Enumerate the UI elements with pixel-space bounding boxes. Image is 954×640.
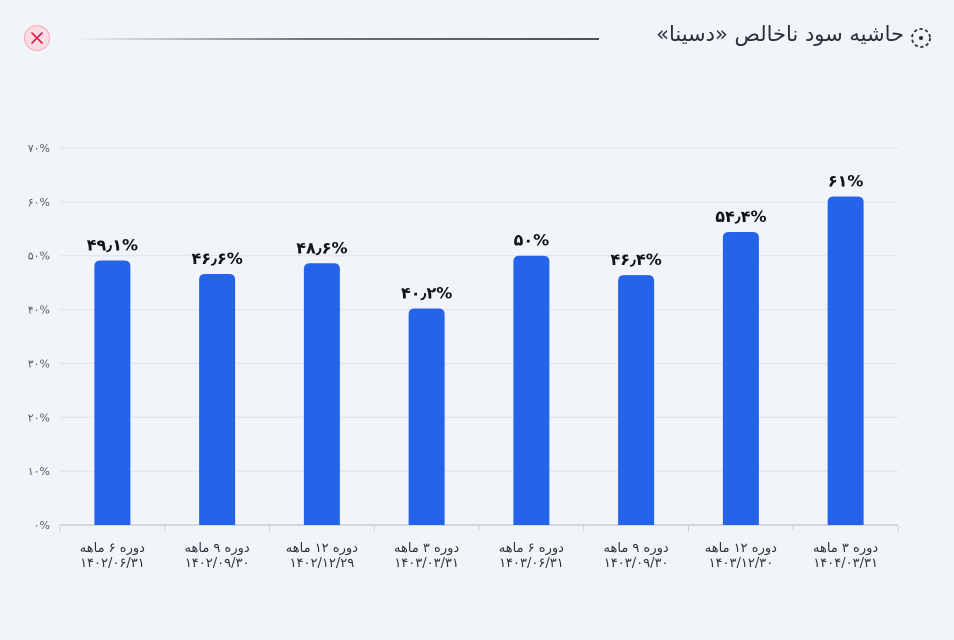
chart-title: حاشیه سود ناخالص «دسینا» bbox=[656, 22, 904, 46]
x-tick-label-date: ۱۴۰۳/۰۹/۳۰ bbox=[604, 556, 669, 571]
bar bbox=[513, 255, 550, 525]
x-tick-label-date: ۱۴۰۳/۱۲/۳۰ bbox=[709, 556, 774, 571]
x-tick-label-period: دوره ۹ ماهه bbox=[604, 541, 669, 556]
bar bbox=[722, 232, 759, 525]
data-label: ۴۶٫۴% bbox=[610, 250, 661, 269]
x-tick-label-date: ۱۴۰۲/۰۹/۳۰ bbox=[185, 556, 250, 571]
x-tick-label-date: ۱۴۰۲/۰۶/۳۱ bbox=[80, 556, 145, 571]
y-tick-label: ۷۰% bbox=[28, 142, 50, 155]
x-tick-label-date: ۱۴۰۲/۱۲/۲۹ bbox=[290, 556, 355, 571]
x-tick-label-date: ۱۴۰۴/۰۳/۳۱ bbox=[813, 556, 878, 571]
data-label: ۶۱% bbox=[828, 171, 864, 190]
data-label: ۵۴٫۴% bbox=[715, 207, 766, 226]
y-tick-label: ۶۰% bbox=[28, 196, 50, 209]
x-tick-label-period: دوره ۹ ماهه bbox=[185, 541, 250, 556]
x-tick-label-period: دوره ۱۲ ماهه bbox=[286, 541, 358, 556]
data-label: ۴۶٫۶% bbox=[191, 249, 242, 268]
y-tick-label: ۱۰% bbox=[28, 465, 50, 478]
close-icon bbox=[31, 32, 43, 44]
bar bbox=[199, 274, 236, 525]
y-tick-label: ۰% bbox=[34, 519, 50, 532]
bar bbox=[94, 260, 131, 525]
data-label: ۴۹٫۱% bbox=[87, 236, 138, 255]
x-tick-label-period: دوره ۶ ماهه bbox=[80, 541, 145, 556]
bar bbox=[827, 196, 864, 525]
x-tick-label-period: دوره ۳ ماهه bbox=[813, 541, 878, 556]
bar bbox=[303, 263, 340, 525]
close-button[interactable] bbox=[24, 25, 50, 51]
y-tick-label: ۵۰% bbox=[28, 250, 50, 263]
x-tick-label-period: دوره ۳ ماهه bbox=[394, 541, 459, 556]
x-tick-label-period: دوره ۱۲ ماهه bbox=[705, 541, 777, 556]
y-tick-label: ۴۰% bbox=[28, 304, 50, 317]
x-tick-label-period: دوره ۶ ماهه bbox=[499, 541, 564, 556]
data-label: ۴۸٫۶% bbox=[296, 238, 347, 257]
y-tick-label: ۲۰% bbox=[28, 411, 50, 424]
x-tick-label-date: ۱۴۰۳/۰۳/۳۱ bbox=[394, 556, 459, 571]
chart-header: حاشیه سود ناخالص «دسینا» bbox=[0, 0, 954, 78]
title-divider bbox=[72, 38, 599, 40]
data-label: ۴۰٫۲% bbox=[401, 283, 452, 302]
y-tick-label: ۳۰% bbox=[28, 357, 50, 370]
data-label: ۵۰% bbox=[514, 231, 550, 250]
bar bbox=[618, 275, 655, 525]
bar bbox=[408, 308, 445, 525]
x-tick-label-date: ۱۴۰۳/۰۶/۳۱ bbox=[499, 556, 564, 571]
dashed-circle-icon bbox=[911, 28, 931, 48]
